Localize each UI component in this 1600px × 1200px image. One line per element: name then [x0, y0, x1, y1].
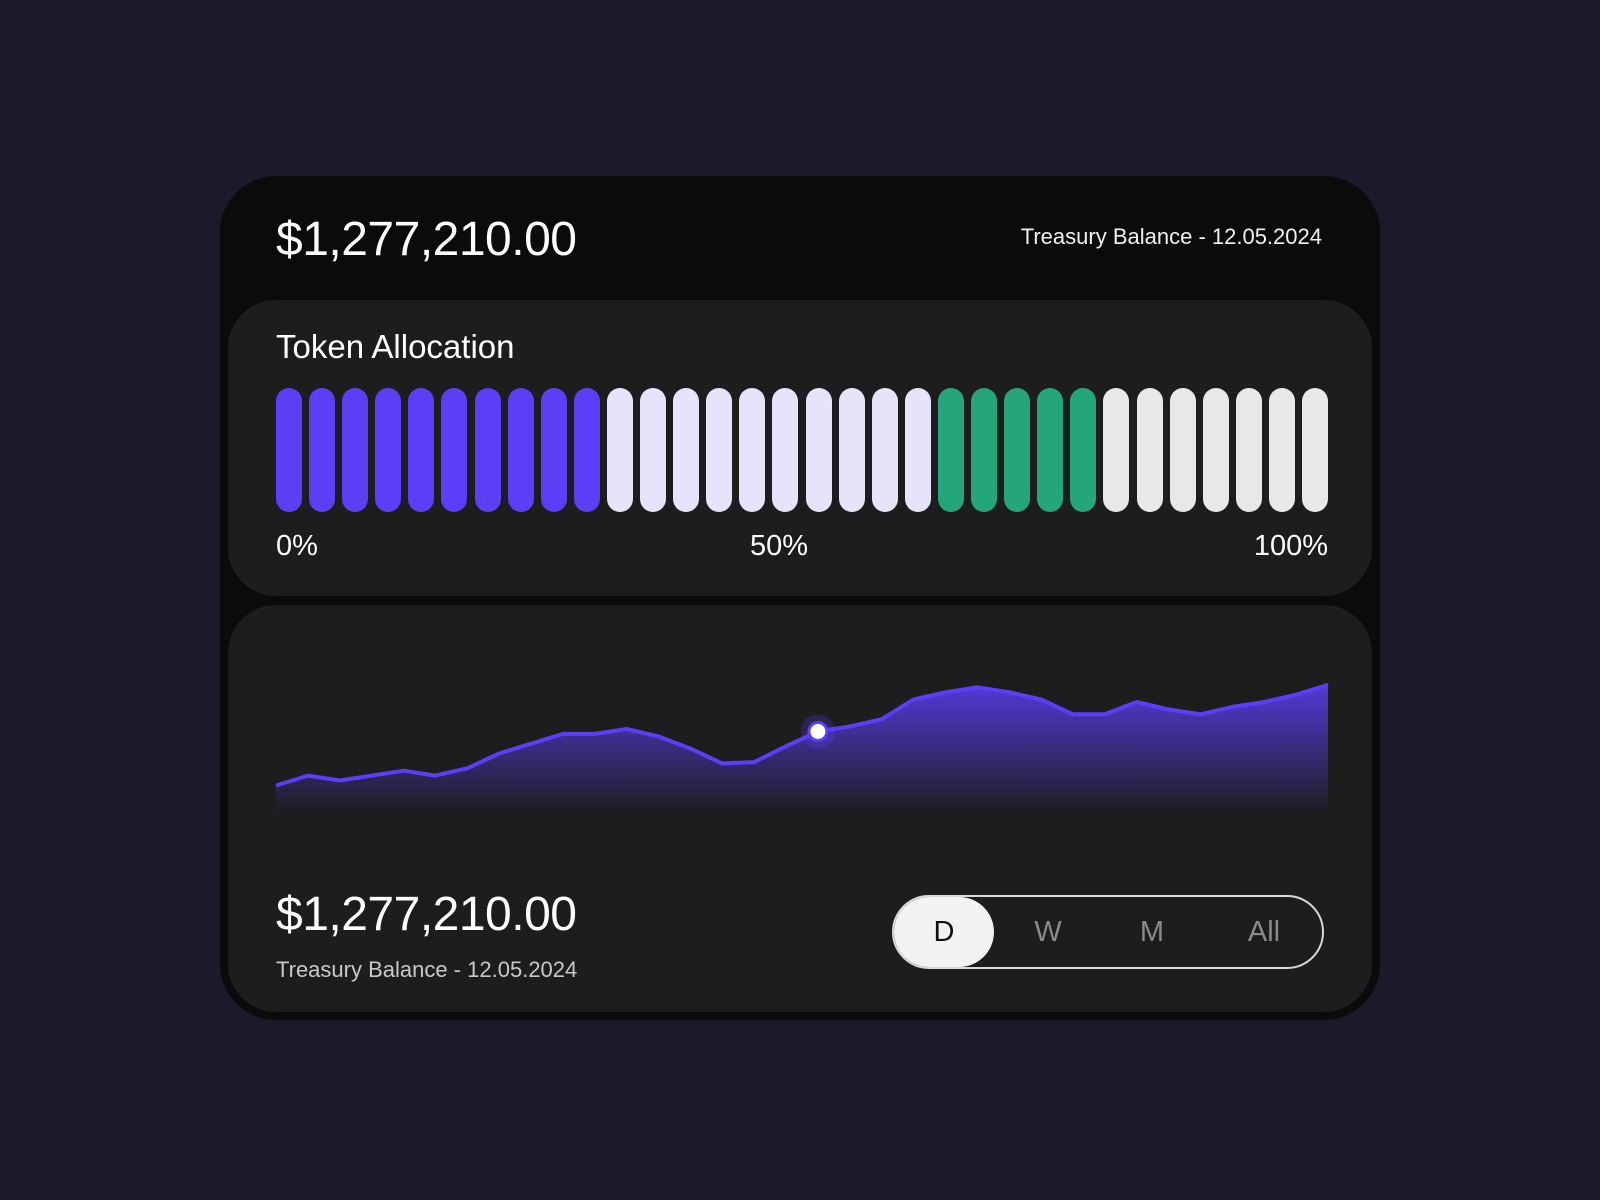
allocation-bar-segment-2 — [706, 388, 733, 512]
allocation-bar-segment-4 — [1302, 388, 1328, 512]
allocation-bar-segment-2 — [904, 388, 931, 512]
allocation-bar-segment-2 — [606, 388, 633, 512]
range-option-month[interactable]: M — [1139, 916, 1165, 948]
balance-chart-panel: $1,277,210.00 Treasury Balance - 12.05.2… — [228, 605, 1372, 1012]
allocation-bar-segment-1 — [309, 388, 336, 512]
scale-label-100: 100% — [1253, 530, 1328, 562]
scale-label-50: 50% — [750, 530, 809, 562]
range-option-week[interactable]: W — [1034, 916, 1062, 948]
allocation-bar-segment-4 — [1268, 388, 1295, 512]
allocation-bar-segment-2 — [838, 388, 865, 512]
allocation-bar-segment-2 — [739, 388, 766, 512]
allocation-bar-segment-2 — [640, 388, 667, 512]
allocation-bar-segment-3 — [937, 388, 964, 512]
allocation-bar-segment-3 — [1070, 388, 1097, 512]
allocation-bar-segment-4 — [1136, 388, 1163, 512]
footer-balance-label: Treasury Balance - 12.05.2024 — [276, 957, 578, 982]
balance-area-chart — [275, 682, 1329, 815]
allocation-bar-segment-4 — [1235, 388, 1262, 512]
time-range-toggle: D W M All — [892, 895, 1324, 969]
footer-balance-amount: $1,277,210.00 — [276, 888, 577, 941]
allocation-bar-segment-1 — [276, 388, 302, 512]
allocation-bar-segment-1 — [540, 388, 567, 512]
allocation-bar-segment-2 — [673, 388, 700, 512]
chart-highlight-point[interactable] — [807, 721, 829, 742]
chart-line — [275, 682, 1329, 788]
allocation-bar-segment-1 — [507, 388, 534, 512]
allocation-bar-segment-3 — [1037, 388, 1064, 512]
allocation-bar-segment-2 — [871, 388, 898, 512]
range-option-day[interactable]: D — [894, 897, 994, 967]
allocation-bar-segment-1 — [408, 388, 435, 512]
allocation-bar-segment-4 — [1202, 388, 1229, 512]
allocation-bar-segment-1 — [474, 388, 501, 512]
allocation-bars — [276, 388, 1328, 512]
range-option-all[interactable]: All — [1247, 916, 1281, 948]
allocation-bar-segment-1 — [441, 388, 468, 512]
chart-area-fill — [276, 684, 1328, 815]
header-balance-amount: $1,277,210.00 — [276, 213, 577, 266]
allocation-bar-segment-1 — [573, 388, 600, 512]
allocation-bar-segment-2 — [805, 388, 832, 512]
treasury-card: $1,277,210.00 Treasury Balance - 12.05.2… — [220, 176, 1380, 1020]
allocation-bar-segment-4 — [1169, 388, 1196, 512]
token-allocation-panel: Token Allocation 0% 50% 100% — [228, 300, 1372, 596]
header-balance-label: Treasury Balance - 12.05.2024 — [1020, 224, 1322, 249]
scale-label-0: 0% — [276, 530, 318, 562]
allocation-bar-segment-1 — [342, 388, 369, 512]
allocation-bar-segment-3 — [1004, 388, 1031, 512]
token-allocation-title: Token Allocation — [276, 328, 515, 365]
allocation-bar-segment-1 — [375, 388, 402, 512]
allocation-bar-segment-4 — [1103, 388, 1130, 512]
allocation-bar-segment-3 — [971, 388, 998, 512]
allocation-bar-segment-2 — [772, 388, 799, 512]
